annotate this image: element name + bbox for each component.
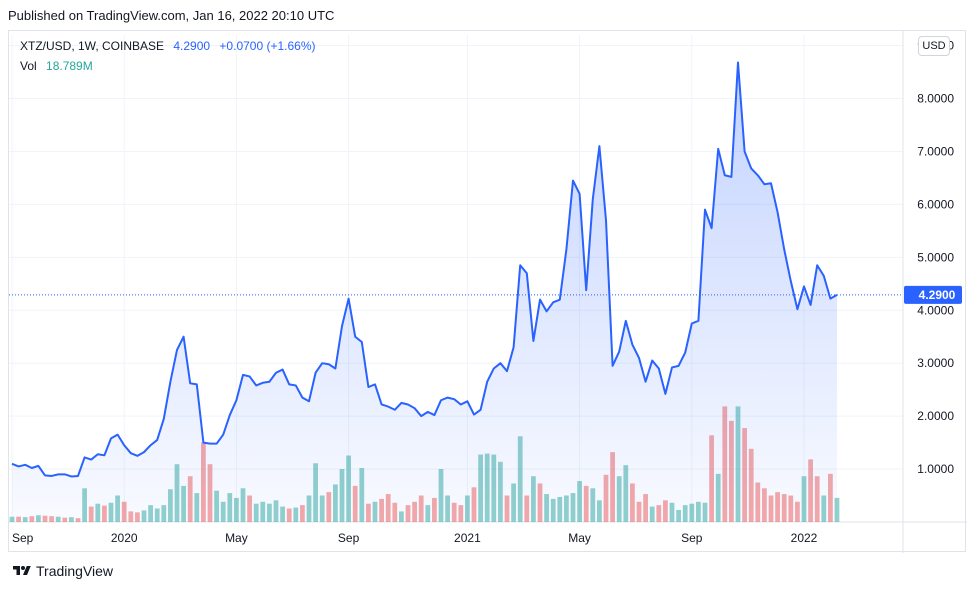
y-tick-label: 5.0000	[917, 250, 954, 264]
footer-brand: TradingView	[36, 563, 114, 579]
y-tick-label: 1.0000	[917, 462, 954, 476]
price-line[interactable]	[11, 61, 838, 478]
volume-bar	[9, 516, 15, 522]
last-price-badge	[904, 285, 962, 304]
volume-label[interactable]: Vol	[20, 59, 37, 73]
x-tick-label: Sep	[12, 531, 34, 545]
volume-value: 18.789M	[46, 59, 93, 73]
x-tick-label: May	[225, 531, 248, 545]
x-tick-label: Sep	[338, 531, 360, 545]
x-tick-label: Sep	[681, 531, 703, 545]
published-note: Published on TradingView.com, Jan 16, 20…	[8, 8, 335, 23]
y-tick-label: 6.0000	[917, 197, 954, 211]
price-change-value: +0.0700 (+1.66%)	[219, 39, 316, 53]
y-tick-label: 8.0000	[917, 92, 954, 106]
chart-frame[interactable]: 1.0000 2.0000 3.0000 4.0000 5.0000 6.0000 7.00…	[8, 30, 967, 553]
y-tick-label: 2.0000	[917, 409, 954, 423]
symbol-label[interactable]: XTZ/USD, 1W, COINBASE	[20, 39, 165, 53]
tradingview-logo-icon	[13, 566, 31, 575]
x-tick-label: 2020	[111, 531, 138, 545]
x-tick-label: 2022	[791, 531, 818, 545]
y-tick-label: 7.0000	[917, 144, 954, 158]
price-chart[interactable]: 1.0000 2.0000 3.0000 4.0000 5.0000 6.0000 7.00…	[9, 31, 967, 553]
last-price-label: 4.2900	[919, 288, 956, 302]
currency-button[interactable]: USD	[918, 36, 950, 56]
y-tick-label: 4.0000	[917, 303, 954, 317]
footer: TradingView	[12, 563, 113, 579]
x-tick-label: May	[568, 531, 591, 545]
legend-row-volume[interactable]: Vol 18.789M	[20, 59, 93, 73]
x-tick-label: 2021	[454, 531, 481, 545]
price-area-fill	[12, 62, 837, 522]
last-price-value: 4.2900	[173, 39, 211, 53]
legend-row-symbol[interactable]: XTZ/USD, 1W, COINBASE 4.2900 +0.0700 (+1…	[20, 39, 316, 53]
y-tick-label: 3.0000	[917, 356, 954, 370]
